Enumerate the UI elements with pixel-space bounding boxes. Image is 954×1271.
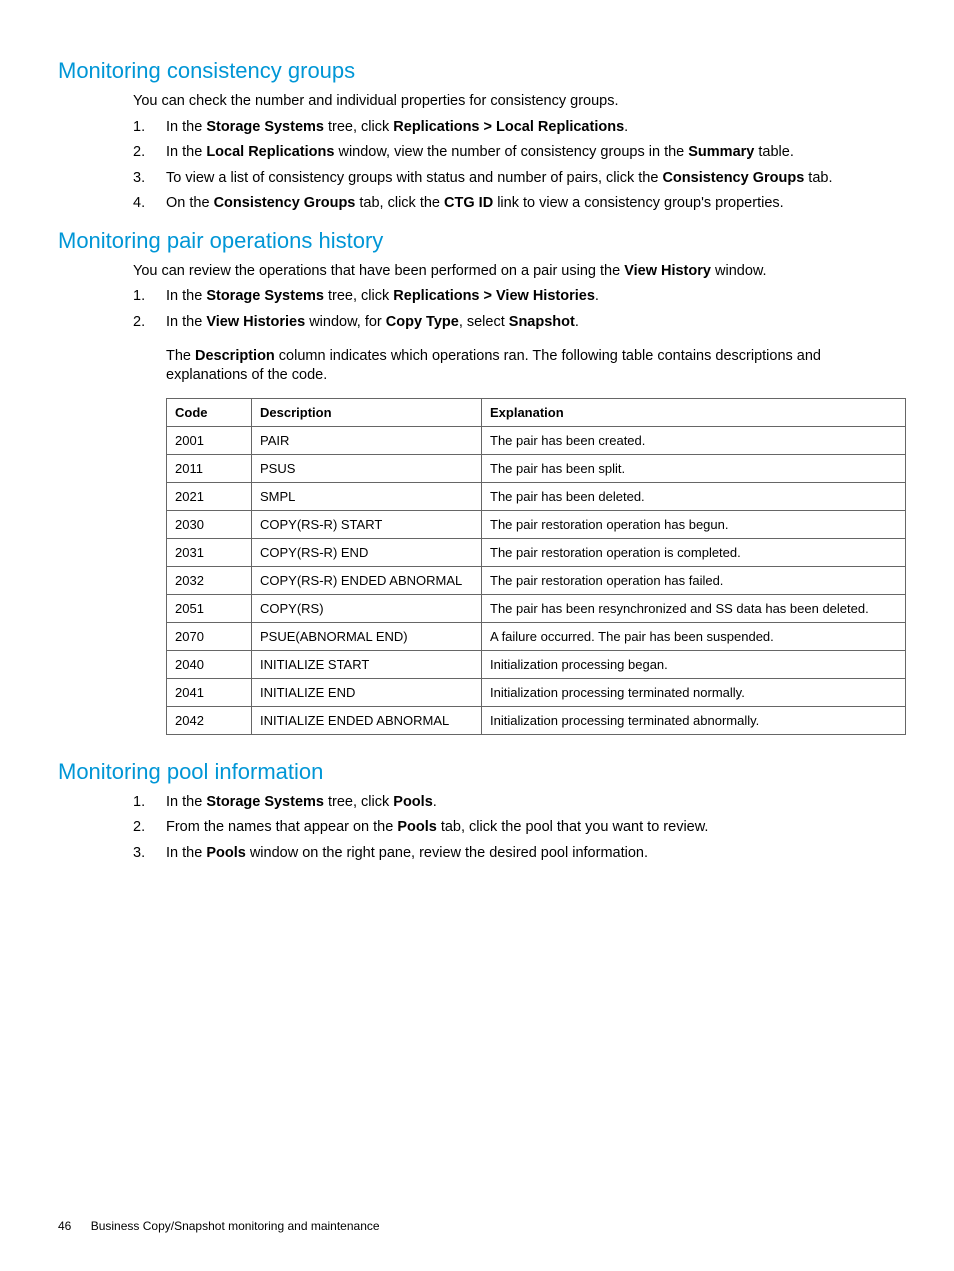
page-content: Monitoring consistency groups You can ch… (0, 0, 954, 863)
step-number: 2. (133, 143, 145, 163)
table-row: 2032COPY(RS-R) ENDED ABNORMALThe pair re… (167, 566, 906, 594)
bold-text: Pools (206, 845, 245, 861)
step-number: 2. (133, 818, 145, 838)
step-item: 1.In the Storage Systems tree, click Poo… (58, 793, 896, 813)
table-cell: COPY(RS) (252, 594, 482, 622)
section2-after-text: The Description column indicates which o… (166, 347, 896, 386)
step-item: 2.In the View Histories window, for Copy… (58, 313, 896, 333)
table-row: 2041INITIALIZE ENDInitialization process… (167, 678, 906, 706)
table-cell: 2042 (167, 706, 252, 734)
table-cell: PSUS (252, 454, 482, 482)
table-cell: PSUE(ABNORMAL END) (252, 622, 482, 650)
step-number: 4. (133, 194, 145, 214)
step-number: 3. (133, 844, 145, 864)
step-item: 3.To view a list of consistency groups w… (58, 169, 896, 189)
table-cell: COPY(RS-R) START (252, 510, 482, 538)
step-item: 3.In the Pools window on the right pane,… (58, 844, 896, 864)
table-cell: The pair has been deleted. (482, 482, 906, 510)
table-cell: INITIALIZE ENDED ABNORMAL (252, 706, 482, 734)
table-row: 2070PSUE(ABNORMAL END)A failure occurred… (167, 622, 906, 650)
table-cell: 2011 (167, 454, 252, 482)
page-footer: 46 Business Copy/Snapshot monitoring and… (58, 1219, 380, 1233)
bold-text: Description (195, 348, 275, 364)
step-item: 2.From the names that appear on the Pool… (58, 818, 896, 838)
step-number: 3. (133, 169, 145, 189)
bold-text: Consistency Groups (214, 195, 356, 211)
step-item: 2.In the Local Replications window, view… (58, 143, 896, 163)
table-cell: 2040 (167, 650, 252, 678)
bold-text: Storage Systems (206, 119, 324, 135)
heading-monitoring-pair-operations-history: Monitoring pair operations history (58, 228, 896, 254)
step-number: 1. (133, 287, 145, 307)
table-cell: 2021 (167, 482, 252, 510)
table-cell: The pair restoration operation has faile… (482, 566, 906, 594)
bold-text: Copy Type (386, 314, 459, 330)
bold-text: CTG ID (444, 195, 493, 211)
section2-steps: 1.In the Storage Systems tree, click Rep… (58, 287, 896, 332)
bold-text: Snapshot (509, 314, 575, 330)
th-description: Description (252, 398, 482, 426)
section3-steps: 1.In the Storage Systems tree, click Poo… (58, 793, 896, 864)
bold-text: Pools (397, 819, 436, 835)
bold-text: Consistency Groups (662, 170, 804, 186)
table-cell: PAIR (252, 426, 482, 454)
bold-text: Replications > View Histories (393, 288, 595, 304)
table-row: 2040INITIALIZE STARTInitialization proce… (167, 650, 906, 678)
table-cell: 2001 (167, 426, 252, 454)
table-cell: Initialization processing began. (482, 650, 906, 678)
bold-text: View Histories (206, 314, 305, 330)
bold-text: Storage Systems (206, 288, 324, 304)
step-item: 1.In the Storage Systems tree, click Rep… (58, 118, 896, 138)
bold-text: Local Replications (206, 144, 334, 160)
table-cell: Initialization processing terminated abn… (482, 706, 906, 734)
codes-table: Code Description Explanation 2001PAIRThe… (166, 398, 906, 735)
section1-steps: 1.In the Storage Systems tree, click Rep… (58, 118, 896, 214)
heading-monitoring-consistency-groups: Monitoring consistency groups (58, 58, 896, 84)
step-item: 4.On the Consistency Groups tab, click t… (58, 194, 896, 214)
bold-text: Summary (688, 144, 754, 160)
table-row: 2001PAIRThe pair has been created. (167, 426, 906, 454)
table-row: 2021SMPLThe pair has been deleted. (167, 482, 906, 510)
table-cell: COPY(RS-R) END (252, 538, 482, 566)
bold-text: View History (624, 263, 711, 279)
section1-intro: You can check the number and individual … (133, 92, 896, 112)
table-cell: 2031 (167, 538, 252, 566)
table-cell: The pair has been created. (482, 426, 906, 454)
table-header-row: Code Description Explanation (167, 398, 906, 426)
bold-text: Pools (393, 794, 432, 810)
table-cell: 2070 (167, 622, 252, 650)
table-cell: The pair has been resynchronized and SS … (482, 594, 906, 622)
table-cell: The pair restoration operation is comple… (482, 538, 906, 566)
table-cell: 2030 (167, 510, 252, 538)
section2-intro: You can review the operations that have … (133, 262, 896, 282)
table-cell: The pair has been split. (482, 454, 906, 482)
page-number: 46 (58, 1219, 71, 1233)
th-code: Code (167, 398, 252, 426)
table-cell: INITIALIZE END (252, 678, 482, 706)
bold-text: Replications > Local Replications (393, 119, 624, 135)
table-cell: Initialization processing terminated nor… (482, 678, 906, 706)
table-cell: A failure occurred. The pair has been su… (482, 622, 906, 650)
table-row: 2051COPY(RS)The pair has been resynchron… (167, 594, 906, 622)
table-row: 2042INITIALIZE ENDED ABNORMALInitializat… (167, 706, 906, 734)
table-cell: 2041 (167, 678, 252, 706)
step-item: 1.In the Storage Systems tree, click Rep… (58, 287, 896, 307)
table-row: 2011PSUSThe pair has been split. (167, 454, 906, 482)
step-number: 2. (133, 313, 145, 333)
footer-title: Business Copy/Snapshot monitoring and ma… (91, 1219, 380, 1233)
table-row: 2031COPY(RS-R) ENDThe pair restoration o… (167, 538, 906, 566)
th-explanation: Explanation (482, 398, 906, 426)
bold-text: Storage Systems (206, 794, 324, 810)
table-row: 2030COPY(RS-R) STARTThe pair restoration… (167, 510, 906, 538)
table-cell: 2051 (167, 594, 252, 622)
table-cell: SMPL (252, 482, 482, 510)
table-cell: The pair restoration operation has begun… (482, 510, 906, 538)
step-number: 1. (133, 118, 145, 138)
table-cell: 2032 (167, 566, 252, 594)
heading-monitoring-pool-information: Monitoring pool information (58, 759, 896, 785)
table-cell: COPY(RS-R) ENDED ABNORMAL (252, 566, 482, 594)
table-cell: INITIALIZE START (252, 650, 482, 678)
step-number: 1. (133, 793, 145, 813)
